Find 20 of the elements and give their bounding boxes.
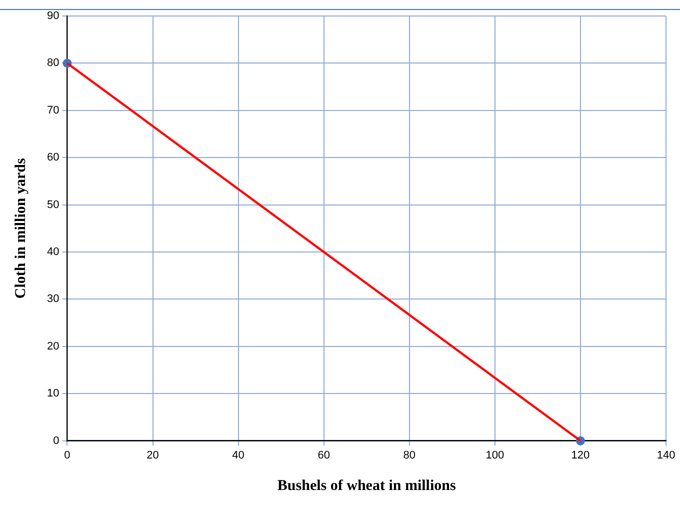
y-tick-label: 0 — [53, 434, 60, 447]
y-tick-label: 80 — [46, 57, 60, 70]
y-tick-label: 90 — [46, 10, 60, 22]
y-tick-label: 30 — [46, 293, 60, 306]
x-tick-label: 20 — [146, 449, 159, 462]
y-tick-label: 10 — [46, 388, 60, 400]
x-axis-title: Bushels of wheat in millions — [277, 478, 456, 494]
x-tick-label: 40 — [232, 449, 244, 462]
y-tick-label: 40 — [46, 246, 60, 258]
x-tick-label: 120 — [571, 449, 590, 462]
x-tick-label: 80 — [403, 449, 416, 462]
x-tick-label: 140 — [656, 449, 676, 462]
y-axis-title: Cloth in million yards — [12, 158, 29, 299]
x-tick-label: 60 — [318, 449, 330, 462]
y-tick-label: 60 — [46, 152, 60, 164]
x-tick-label: 0 — [64, 449, 70, 462]
y-tick-label: 50 — [46, 198, 60, 211]
x-tick-label: 100 — [486, 449, 504, 462]
y-tick-label: 70 — [46, 104, 60, 116]
y-tick-label: 20 — [46, 340, 60, 352]
